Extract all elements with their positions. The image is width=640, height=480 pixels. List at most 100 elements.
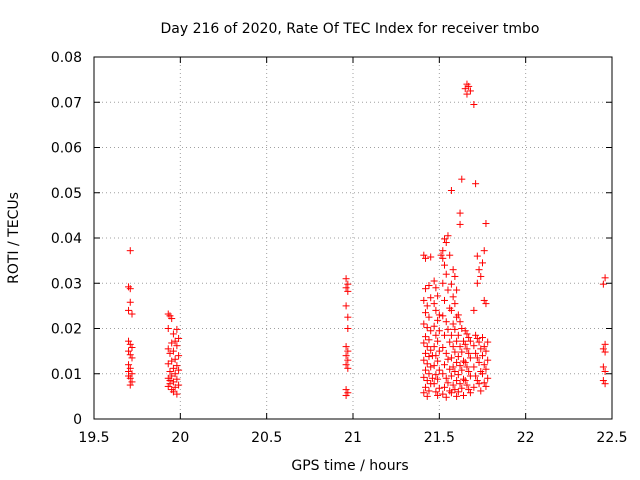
data-point — [473, 377, 481, 385]
data-point — [463, 345, 471, 353]
data-point — [171, 337, 179, 345]
data-point — [430, 343, 438, 351]
data-point — [164, 325, 172, 332]
data-point — [461, 327, 469, 335]
x-tick-label: 22.5 — [596, 430, 627, 446]
data-point — [427, 253, 435, 261]
data-point — [126, 374, 134, 382]
data-point — [456, 318, 464, 326]
data-point — [447, 280, 455, 288]
data-point — [480, 247, 488, 255]
data-point — [466, 337, 474, 345]
data-point — [472, 349, 480, 357]
x-tick-label: 22 — [517, 430, 535, 446]
data-point — [463, 90, 471, 98]
data-point — [434, 375, 442, 383]
data-point — [420, 320, 428, 328]
data-point — [342, 386, 350, 394]
data-point — [428, 374, 436, 382]
y-axis-label: ROTI / TECUs — [6, 192, 22, 284]
data-point — [482, 382, 490, 390]
data-point — [472, 331, 480, 339]
data-point — [456, 362, 464, 370]
data-point — [453, 392, 461, 400]
data-point — [439, 312, 447, 320]
data-point — [479, 352, 486, 360]
data-point — [465, 349, 473, 357]
data-point — [439, 370, 447, 378]
data-point — [342, 361, 350, 369]
data-point — [125, 283, 133, 291]
data-point — [444, 325, 452, 333]
data-point — [435, 327, 443, 335]
data-point — [444, 355, 452, 363]
data-point — [460, 391, 468, 399]
data-point — [342, 352, 350, 360]
data-point — [425, 336, 433, 344]
data-point — [601, 340, 609, 348]
data-point — [460, 337, 468, 345]
data-point — [451, 300, 459, 308]
data-point — [128, 354, 136, 362]
data-point — [342, 302, 350, 310]
data-point — [463, 381, 471, 389]
data-point — [125, 306, 133, 314]
data-point — [454, 371, 462, 379]
data-point — [449, 293, 457, 301]
data-point — [126, 351, 134, 359]
data-point — [447, 186, 455, 194]
data-point — [446, 338, 454, 346]
data-point — [423, 377, 431, 385]
data-point — [456, 343, 464, 351]
data-point — [442, 239, 450, 247]
data-point — [449, 320, 457, 328]
data-point — [425, 282, 433, 290]
data-point — [342, 391, 350, 399]
data-point — [423, 302, 431, 310]
data-point — [432, 284, 440, 292]
data-point — [475, 380, 483, 388]
data-point — [601, 274, 609, 282]
data-point — [442, 393, 450, 401]
data-point — [475, 338, 483, 346]
data-point — [446, 387, 454, 395]
data-point — [420, 251, 428, 259]
x-tick-label: 21 — [344, 430, 362, 446]
data-point — [482, 347, 490, 355]
data-point — [166, 349, 174, 357]
data-point — [479, 259, 486, 267]
data-point — [439, 254, 447, 262]
data-point — [599, 377, 607, 385]
data-point — [449, 343, 457, 351]
data-point — [422, 349, 430, 357]
data-point — [470, 101, 478, 109]
data-point — [451, 325, 459, 333]
data-point — [126, 285, 134, 293]
data-point — [484, 374, 492, 382]
data-point — [444, 232, 452, 240]
data-point — [454, 353, 462, 361]
data-point — [430, 277, 438, 285]
data-point — [434, 292, 442, 300]
data-point — [344, 287, 352, 295]
data-point — [427, 363, 435, 371]
data-point — [599, 363, 607, 371]
data-point — [168, 315, 176, 323]
data-point — [420, 356, 428, 364]
data-point — [422, 285, 430, 293]
data-point — [473, 334, 481, 342]
data-point — [420, 373, 428, 381]
data-point — [173, 325, 181, 333]
data-point — [435, 384, 443, 392]
data-point — [473, 252, 481, 260]
data-point — [441, 383, 449, 391]
data-point — [432, 388, 440, 396]
data-point — [599, 280, 607, 288]
data-point — [458, 348, 466, 356]
data-point — [125, 337, 133, 345]
data-point — [601, 367, 609, 375]
data-point — [125, 361, 133, 369]
data-point — [125, 367, 133, 375]
data-point — [432, 371, 440, 379]
data-point — [446, 251, 454, 259]
